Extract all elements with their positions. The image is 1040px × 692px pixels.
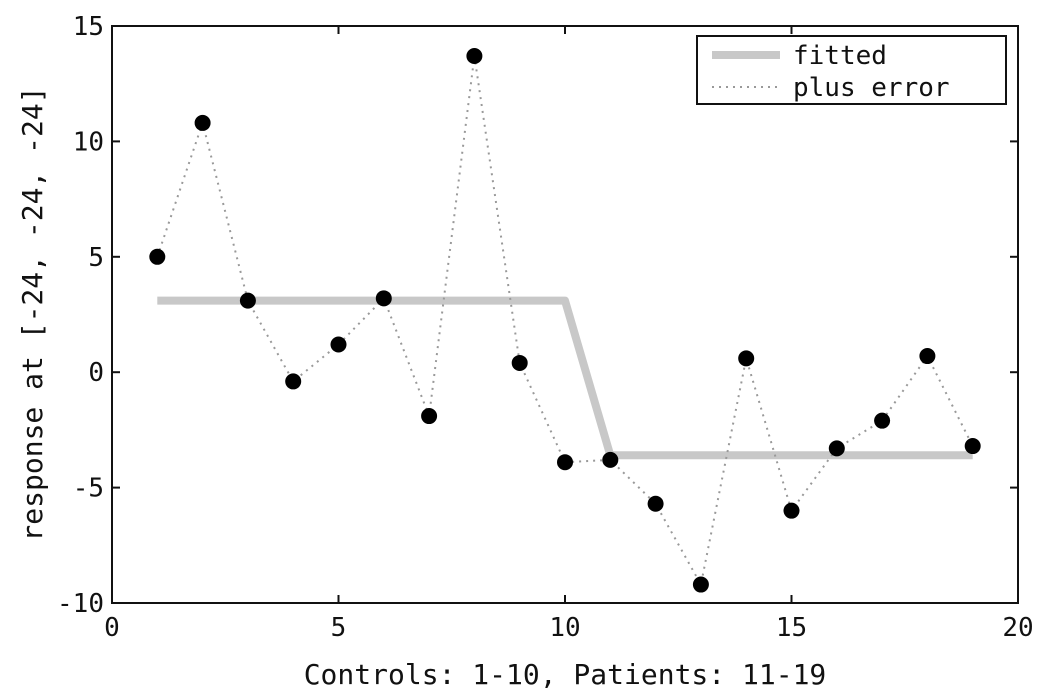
data-point <box>511 354 528 371</box>
data-point <box>557 454 573 471</box>
x-axis-label: Controls: 1-10, Patients: 11-19 <box>304 658 827 691</box>
y-tick-label: 15 <box>73 12 104 42</box>
plus-error-line <box>156 55 974 588</box>
data-point <box>602 451 619 468</box>
data-point <box>874 412 891 429</box>
legend: fitted plus error <box>696 35 1007 105</box>
data-point <box>828 440 845 457</box>
data-point <box>919 348 936 365</box>
y-tick-label: 0 <box>88 358 104 388</box>
y-tick-label: -10 <box>57 589 104 619</box>
data-point <box>375 290 392 307</box>
x-tick-label: 10 <box>549 613 580 643</box>
series-layer <box>149 48 981 593</box>
y-tick-label: 10 <box>73 127 104 157</box>
fitted-line <box>157 296 973 460</box>
data-point <box>421 408 438 425</box>
y-tick-label: 5 <box>88 243 104 273</box>
data-point <box>285 373 302 390</box>
data-point <box>330 336 347 353</box>
x-tick-label: 15 <box>776 613 807 643</box>
legend-error-label: plus error <box>793 73 950 103</box>
data-point <box>964 438 981 455</box>
data-point <box>466 48 483 65</box>
x-tick-label: 20 <box>1002 613 1033 643</box>
x-tick-label: 5 <box>331 613 347 643</box>
data-point <box>647 495 664 512</box>
legend-fitted-label: fitted <box>793 41 887 71</box>
data-point <box>239 292 256 309</box>
x-axis: 0 5 10 15 20 <box>104 26 1034 643</box>
x-tick-label: 0 <box>104 613 120 643</box>
data-point <box>194 114 211 131</box>
y-axis: -10 -5 0 5 10 15 <box>57 12 1018 619</box>
legend-box <box>696 35 1007 105</box>
y-tick-label: -5 <box>73 474 104 504</box>
data-point <box>783 502 800 519</box>
data-point <box>738 350 755 367</box>
y-axis-label: response at [-24, -24, -24] <box>16 86 49 541</box>
data-point <box>149 248 166 265</box>
data-point <box>692 576 709 593</box>
